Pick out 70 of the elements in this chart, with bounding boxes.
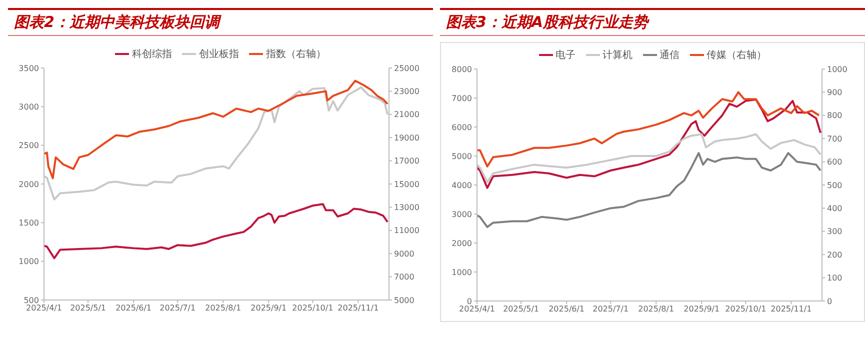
y2-tick-label: 0	[827, 296, 832, 306]
y2-tick-label: 15000	[394, 180, 420, 189]
y-tick-label: 8000	[452, 64, 472, 74]
y2-tick-label: 9000	[394, 249, 414, 258]
legend-label: 传媒（右轴）	[706, 48, 766, 62]
y2-tick-label: 600	[827, 158, 842, 167]
x-tick-label: 2025/9/1	[684, 304, 720, 314]
x-tick-label: 2025/9/1	[250, 304, 287, 313]
legend-label: 指数（右轴）	[265, 48, 326, 61]
y2-tick-label: 13000	[394, 203, 420, 212]
y2-tick-label: 21000	[394, 110, 420, 120]
legend-label: 科创综指	[131, 48, 172, 61]
y-tick-label: 2000	[18, 180, 39, 189]
line-series	[44, 80, 389, 180]
y2-tick-label: 1000	[827, 64, 848, 74]
y2-tick-label: 23000	[394, 87, 420, 96]
y2-tick-label: 800	[827, 111, 842, 120]
x-tick-label: 2025/11/1	[770, 304, 812, 314]
y-tick-label: 1000	[18, 257, 39, 266]
line-series	[44, 203, 389, 260]
y-tick-label: 4000	[452, 180, 472, 190]
y2-tick-label: 100	[827, 274, 842, 283]
y2-tick-label: 200	[827, 250, 842, 260]
y2-tick-label: 19000	[394, 133, 420, 142]
legend-label: 计算机	[602, 48, 632, 62]
y-tick-label: 1000	[452, 268, 472, 277]
y-tick-label: 0	[466, 296, 472, 306]
y-tick-label: 7000	[452, 94, 472, 103]
line-series	[477, 91, 820, 168]
y-tick-label: 6000	[452, 122, 472, 132]
x-tick-label: 2025/5/1	[503, 304, 540, 314]
y2-tick-label: 300	[827, 227, 842, 236]
line-series	[477, 133, 822, 184]
line-series	[477, 98, 822, 189]
y-tick-label: 3000	[18, 102, 39, 112]
x-tick-label: 2025/6/1	[116, 304, 152, 313]
x-tick-label: 2025/11/1	[338, 304, 379, 313]
y-tick-label: 3500	[18, 64, 39, 73]
x-tick-label: 2025/7/1	[160, 304, 196, 313]
legend-label: 电子	[554, 48, 576, 62]
y2-tick-label: 400	[827, 204, 842, 214]
y-tick-label: 3000	[452, 210, 472, 219]
y-tick-label: 2500	[18, 141, 39, 150]
y-tick-label: 5000	[452, 152, 472, 161]
chart-title: 图表2：近期中美科技板块回调	[8, 8, 433, 36]
y2-tick-label: 5000	[394, 296, 414, 305]
y2-tick-label: 7000	[394, 272, 414, 282]
x-tick-label: 2025/6/1	[548, 304, 585, 314]
x-tick-label: 2025/8/1	[205, 304, 242, 313]
x-tick-label: 2025/10/1	[725, 304, 766, 314]
y-tick-label: 1500	[18, 218, 39, 228]
y2-tick-label: 11000	[394, 226, 420, 236]
x-tick-label: 2025/7/1	[592, 304, 629, 314]
x-tick-label: 2025/4/1	[26, 304, 62, 313]
legend-label: 通信	[658, 48, 680, 62]
chart-title: 图表3：近期A股科技行业走势	[440, 8, 865, 36]
y2-tick-label: 25000	[394, 64, 420, 73]
x-tick-label: 2025/10/1	[292, 304, 334, 313]
x-tick-label: 2025/4/1	[459, 304, 495, 314]
y2-tick-label: 700	[827, 134, 842, 144]
y2-tick-label: 500	[827, 180, 842, 190]
y-tick-label: 2000	[452, 238, 472, 248]
line-series	[44, 86, 389, 200]
x-tick-label: 2025/8/1	[638, 304, 674, 314]
legend-label: 创业板指	[198, 48, 239, 61]
y2-tick-label: 900	[827, 88, 842, 98]
y-tick-label: 500	[24, 296, 39, 305]
y2-tick-label: 17000	[394, 156, 420, 166]
line-series	[477, 152, 822, 228]
x-tick-label: 2025/5/1	[70, 304, 106, 313]
